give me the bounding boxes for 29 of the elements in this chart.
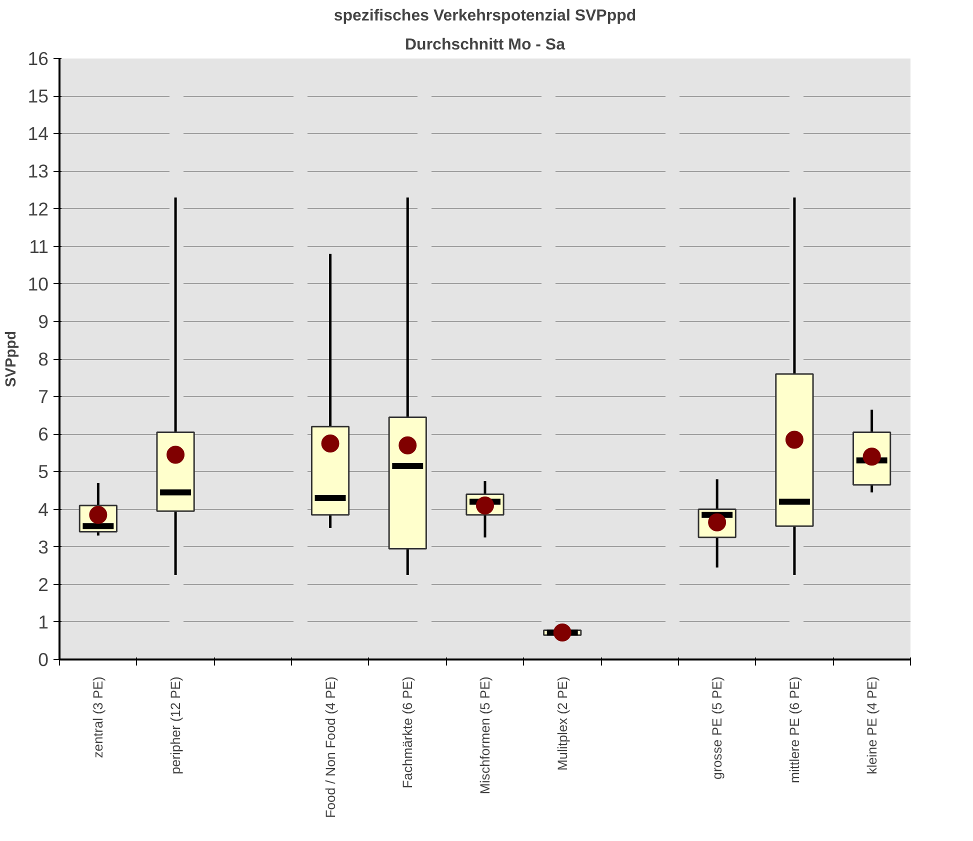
y-tick-label: 2: [38, 574, 49, 595]
x-tick-label: Food / Non Food (4 PE): [322, 676, 338, 818]
y-tick-label: 10: [28, 273, 49, 294]
y-tick-label: 6: [38, 424, 49, 445]
y-tick-label: 11: [29, 236, 49, 257]
x-tick-label: grosse PE (5 PE): [710, 676, 725, 780]
x-tick-label: Mulitplex (2 PE): [554, 676, 570, 771]
x-tick-label: kleine PE (4 PE): [864, 676, 880, 774]
x-tick-label: mittlere PE (6 PE): [786, 676, 802, 784]
y-tick-label: 15: [28, 86, 49, 107]
y-tick-label: 9: [38, 310, 49, 332]
y-tick-label: 8: [38, 348, 49, 370]
y-tick-label: 12: [28, 198, 49, 220]
y-tick-label: 13: [28, 160, 49, 182]
y-tick-label: 7: [38, 386, 49, 408]
x-tick-label: zentral (3 PE): [90, 676, 106, 758]
y-axis-title: SVPppd: [4, 330, 20, 388]
x-tick-label: Mischformen (5 PE): [478, 676, 492, 794]
y-tick-label: 14: [28, 123, 49, 144]
y-tick-label: 1: [38, 611, 49, 632]
y-tick-label: 16: [28, 48, 49, 69]
y-tick-label: 4: [38, 498, 49, 520]
chart-title: spezifisches Verkehrspotenzial SVPppd: [334, 8, 636, 24]
x-tick-label: peripher (12 PE): [168, 676, 184, 774]
chart-subtitle: Durchschnitt Mo - Sa: [404, 36, 566, 54]
y-tick-label: 5: [38, 461, 49, 482]
y-tick-label: 0: [38, 649, 49, 670]
x-tick-label: Fachmärkte (6 PE): [400, 676, 416, 788]
y-tick-label: 3: [38, 536, 49, 558]
